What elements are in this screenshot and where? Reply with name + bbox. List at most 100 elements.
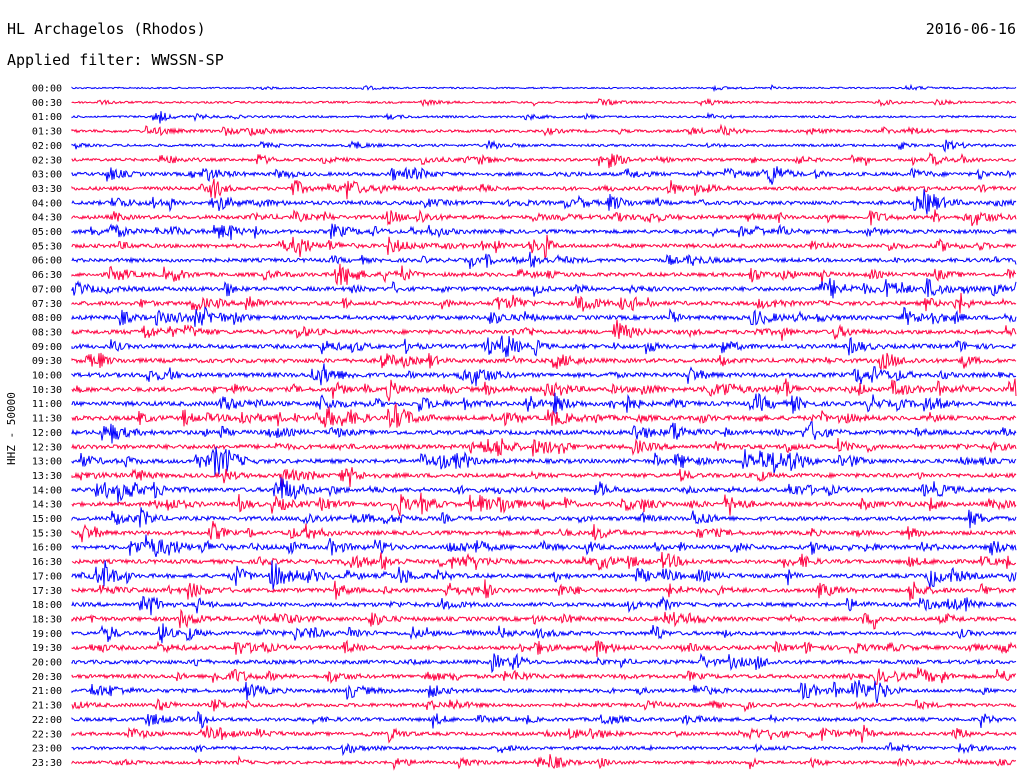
trace-line [71,263,1017,286]
tick-label: 08:00 [32,313,62,324]
trace-line [71,83,1017,93]
tick-label: 15:00 [32,514,62,525]
tick-label: 00:00 [32,84,62,95]
trace-line [71,438,1017,457]
tick-label: 05:30 [32,241,62,252]
trace-line [71,608,1017,630]
tick-label: 17:00 [32,571,62,582]
trace-line [71,534,1017,558]
tick-label: 01:30 [32,127,62,138]
trace-line [71,363,1017,387]
trace-line [71,335,1017,358]
tick-label: 10:30 [32,385,62,396]
trace-line [71,209,1017,227]
trace-line [71,724,1017,744]
trace-line [71,467,1017,488]
trace-line [71,223,1017,241]
trace-line [71,667,1017,685]
tick-label: 23:30 [32,758,62,769]
tick-label: 18:00 [32,600,62,611]
trace-line [71,166,1017,185]
trace-line [71,623,1017,644]
tick-label: 21:30 [32,701,62,712]
tick-label: 22:30 [32,729,62,740]
tick-label: 16:30 [32,557,62,568]
date-label: 2016-06-16 [925,20,1016,38]
trace-line [71,234,1017,259]
trace-line [71,477,1017,503]
tick-label: 22:00 [32,715,62,726]
tick-label: 21:00 [32,686,62,697]
trace-line [71,507,1017,529]
trace-line [71,352,1017,371]
trace-line [71,421,1017,444]
trace-line [71,139,1017,153]
trace-line [71,595,1017,616]
trace-line [71,151,1017,169]
tick-label: 19:00 [32,629,62,640]
tick-label: 14:30 [32,500,62,511]
trace-line [71,679,1017,704]
trace-line [71,251,1017,270]
tick-label: 05:00 [32,227,62,238]
tick-label: 09:30 [32,356,62,367]
tick-label: 13:00 [32,457,62,468]
trace-line [71,492,1017,517]
trace-line [71,698,1017,713]
trace-line [71,111,1017,124]
station-title: HL Archagelos (Rhodos) [7,20,206,38]
tick-label: 01:00 [32,112,62,123]
trace-line [71,754,1017,771]
tick-label: 20:00 [32,658,62,669]
tick-label: 20:30 [32,672,62,683]
tick-label: 14:00 [32,485,62,496]
tick-label: 23:00 [32,744,62,755]
trace-line [71,402,1017,429]
tick-label: 00:30 [32,98,62,109]
trace-line [71,551,1016,571]
tick-label: 11:30 [32,414,62,425]
tick-label: 12:00 [32,428,62,439]
tick-label: 02:30 [32,155,62,166]
trace-line [71,306,1017,327]
trace-line [71,319,1017,341]
tick-label: 06:30 [32,270,62,281]
trace-line [71,123,1017,137]
tick-label: 13:30 [32,471,62,482]
tick-label: 10:00 [32,371,62,382]
tick-label: 06:00 [32,256,62,267]
trace-line [71,639,1017,657]
trace-line [71,579,1017,601]
trace-line [71,446,1017,477]
tick-label: 17:30 [32,586,62,597]
tick-label: 04:00 [32,198,62,209]
tick-label: 18:30 [32,614,62,625]
trace-line [71,98,1017,108]
tick-label: 03:00 [32,170,62,181]
tick-label: 16:00 [32,543,62,554]
tick-label: 07:30 [32,299,62,310]
tick-label: 08:30 [32,327,62,338]
tick-label: 02:00 [32,141,62,152]
tick-label: 03:30 [32,184,62,195]
trace-line [71,710,1017,729]
trace-line [71,278,1017,299]
trace-line [71,392,1017,415]
trace-line [71,292,1017,314]
trace-line [71,378,1017,402]
tick-label: 19:30 [32,643,62,654]
trace-line [71,560,1017,590]
trace-line [71,652,1017,674]
tick-label: 12:30 [32,442,62,453]
tick-label: 15:30 [32,528,62,539]
tick-label: 09:00 [32,342,62,353]
tick-label: 07:00 [32,284,62,295]
trace-line [71,742,1017,757]
filter-label: Applied filter: WWSSN-SP [7,51,224,69]
tick-label: 04:30 [32,213,62,224]
trace-line [71,521,1016,543]
trace-line [71,178,1017,200]
tick-label: 11:00 [32,399,62,410]
trace-line [71,189,1017,215]
